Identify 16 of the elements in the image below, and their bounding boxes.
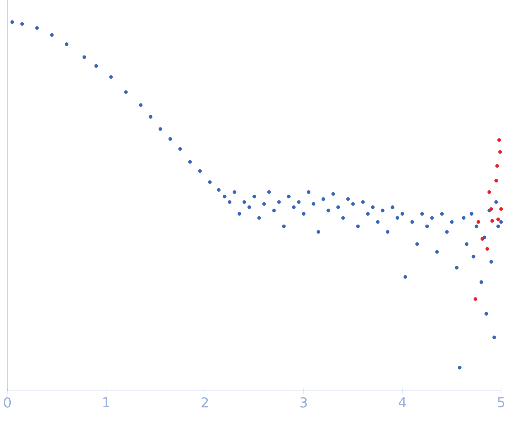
- point: [494, 178, 498, 183]
- x-tick-label: 3: [300, 397, 308, 408]
- point: [498, 150, 502, 154]
- x-tick-label: 5: [498, 397, 505, 408]
- point: [498, 138, 502, 142]
- point: [476, 220, 481, 224]
- point: [474, 297, 478, 301]
- point: [486, 247, 490, 251]
- x-tick-label: 1: [104, 397, 110, 408]
- x-tick-label: 2: [202, 397, 208, 408]
- point: [488, 190, 492, 194]
- point: [490, 219, 494, 223]
- point: [496, 164, 500, 168]
- point: [496, 218, 500, 222]
- x-tick-label: 4: [398, 397, 406, 408]
- x-tick-label: 0: [4, 397, 12, 408]
